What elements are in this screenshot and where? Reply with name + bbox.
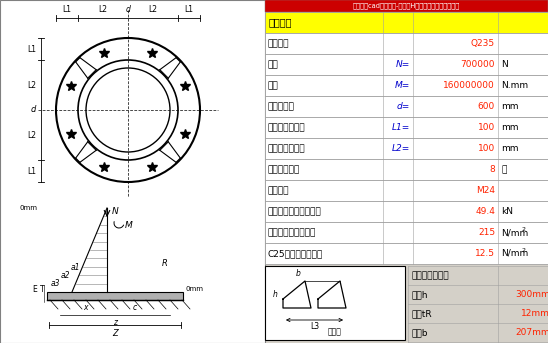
Text: 锚栓至底板边距: 锚栓至底板边距 bbox=[268, 123, 306, 132]
Text: 100: 100 bbox=[478, 123, 495, 132]
Bar bbox=[265, 75, 548, 96]
Text: L2: L2 bbox=[149, 5, 157, 14]
Text: L2=: L2= bbox=[392, 144, 410, 153]
Text: b: b bbox=[295, 269, 300, 278]
Text: x: x bbox=[83, 304, 87, 312]
Text: 700000: 700000 bbox=[460, 60, 495, 69]
Text: 160000000: 160000000 bbox=[443, 81, 495, 90]
Text: L1: L1 bbox=[62, 5, 71, 14]
Text: N=: N= bbox=[396, 60, 410, 69]
Text: c: c bbox=[133, 304, 137, 312]
Text: 100: 100 bbox=[478, 144, 495, 153]
Text: 加劲肋尺寸输入: 加劲肋尺寸输入 bbox=[411, 271, 449, 280]
Text: L2: L2 bbox=[27, 81, 36, 90]
Text: 斜高b: 斜高b bbox=[411, 328, 427, 337]
Bar bbox=[265, 180, 548, 201]
Text: L1: L1 bbox=[27, 166, 36, 176]
Text: 215: 215 bbox=[478, 228, 495, 237]
Bar bbox=[265, 266, 405, 340]
Text: 12mm: 12mm bbox=[521, 309, 548, 318]
Text: 49.4: 49.4 bbox=[475, 207, 495, 216]
Text: L1=: L1= bbox=[392, 123, 410, 132]
Text: L1: L1 bbox=[185, 5, 193, 14]
Text: 8: 8 bbox=[489, 165, 495, 174]
Text: 0mm: 0mm bbox=[186, 286, 204, 292]
Text: 2: 2 bbox=[522, 227, 526, 232]
Text: E: E bbox=[33, 285, 37, 295]
Text: mm: mm bbox=[501, 123, 518, 132]
Text: z: z bbox=[113, 318, 117, 327]
Text: a1: a1 bbox=[70, 263, 80, 272]
Text: 高度h: 高度h bbox=[411, 290, 427, 299]
Text: 加劲肋: 加劲肋 bbox=[328, 327, 342, 336]
Text: kN: kN bbox=[501, 207, 513, 216]
Bar bbox=[47, 292, 183, 300]
Text: M24: M24 bbox=[476, 186, 495, 195]
Bar bbox=[265, 117, 548, 138]
Text: R: R bbox=[162, 260, 168, 269]
Text: 12.5: 12.5 bbox=[475, 249, 495, 258]
Bar bbox=[265, 138, 548, 159]
Text: C25混凝土抗压强度: C25混凝土抗压强度 bbox=[268, 249, 323, 258]
Bar bbox=[265, 201, 548, 222]
Text: 柱脚锚栓个数: 柱脚锚栓个数 bbox=[268, 165, 300, 174]
Text: L1: L1 bbox=[27, 45, 36, 54]
Text: N: N bbox=[501, 60, 508, 69]
Text: 207mm: 207mm bbox=[515, 328, 548, 337]
Text: 轴力: 轴力 bbox=[268, 60, 279, 69]
Text: 0mm: 0mm bbox=[19, 205, 37, 211]
Text: Z: Z bbox=[112, 329, 118, 338]
Text: 型钢柱脚cad资料下载-圆钢及H型钢柱脚节点设计计算书: 型钢柱脚cad资料下载-圆钢及H型钢柱脚节点设计计算书 bbox=[352, 3, 460, 9]
Text: d: d bbox=[31, 106, 36, 115]
Text: N: N bbox=[112, 206, 119, 215]
Text: L2: L2 bbox=[27, 130, 36, 140]
Text: a2: a2 bbox=[60, 272, 70, 281]
Text: d=: d= bbox=[397, 102, 410, 111]
Text: 钢材材质: 钢材材质 bbox=[268, 39, 289, 48]
Text: d: d bbox=[125, 5, 130, 14]
Text: M=: M= bbox=[395, 81, 410, 90]
Text: 2: 2 bbox=[522, 248, 526, 253]
Text: 钢材抗拉强度设计值: 钢材抗拉强度设计值 bbox=[268, 228, 316, 237]
Bar bbox=[265, 0, 548, 12]
Text: L3: L3 bbox=[310, 322, 319, 331]
Text: mm: mm bbox=[501, 102, 518, 111]
Bar bbox=[265, 159, 548, 180]
Bar bbox=[265, 12, 548, 33]
Text: 锚栓至钢管边距: 锚栓至钢管边距 bbox=[268, 144, 306, 153]
Text: 参数输入: 参数输入 bbox=[269, 17, 293, 27]
Bar bbox=[265, 243, 548, 264]
Bar bbox=[265, 222, 548, 243]
Text: 个: 个 bbox=[501, 165, 506, 174]
Bar bbox=[0, 0, 265, 343]
Text: a3: a3 bbox=[50, 280, 60, 288]
Text: 圆管柱直径: 圆管柱直径 bbox=[268, 102, 295, 111]
Text: Q235: Q235 bbox=[471, 39, 495, 48]
Text: 锚栓抗拉承载力设计值: 锚栓抗拉承载力设计值 bbox=[268, 207, 322, 216]
Bar bbox=[265, 54, 548, 75]
Text: mm: mm bbox=[501, 144, 518, 153]
Text: 锚栓规格: 锚栓规格 bbox=[268, 186, 289, 195]
Text: 300mm: 300mm bbox=[515, 290, 548, 299]
Text: T: T bbox=[39, 285, 44, 295]
Text: N/mm: N/mm bbox=[501, 228, 528, 237]
Text: L2: L2 bbox=[99, 5, 107, 14]
Text: 弯矩: 弯矩 bbox=[268, 81, 279, 90]
Text: h: h bbox=[273, 290, 278, 299]
Text: N/mm: N/mm bbox=[501, 249, 528, 258]
Text: 厚度tR: 厚度tR bbox=[411, 309, 432, 318]
Text: 600: 600 bbox=[478, 102, 495, 111]
Text: N.mm: N.mm bbox=[501, 81, 528, 90]
Bar bbox=[265, 33, 548, 54]
Bar bbox=[265, 96, 548, 117]
Text: M: M bbox=[125, 222, 133, 230]
